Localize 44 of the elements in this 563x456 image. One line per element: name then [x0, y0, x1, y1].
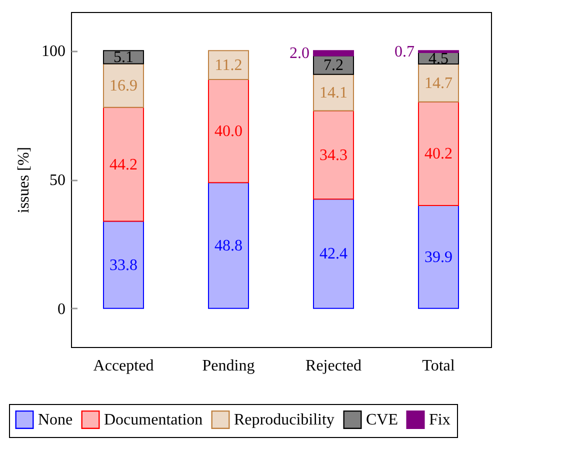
data-label: 34.3	[320, 146, 348, 164]
bar	[313, 110, 354, 200]
y-tick-label: 50	[50, 172, 66, 189]
legend-label: None	[38, 412, 73, 429]
bar	[103, 63, 144, 108]
bar	[418, 205, 459, 309]
x-tick-label: Rejected	[306, 358, 362, 374]
bar	[313, 50, 354, 56]
data-label: 40.0	[214, 123, 242, 140]
legend-label: Reproducibility	[234, 412, 334, 429]
data-label: 44.2	[110, 156, 138, 174]
data-label: 48.8	[214, 237, 242, 254]
legend-label: Documentation	[104, 412, 203, 429]
data-label: 33.8	[110, 256, 138, 274]
bar	[313, 198, 354, 309]
bar	[418, 101, 459, 206]
data-label: 42.4	[320, 246, 348, 263]
bar	[103, 106, 144, 222]
data-label: 11.2	[214, 57, 242, 74]
bar	[208, 182, 249, 309]
x-tick-label: Total	[422, 358, 456, 374]
bar	[208, 79, 249, 184]
legend-label: CVE	[366, 412, 398, 429]
data-label: 40.2	[424, 146, 452, 163]
legend-label: Fix	[429, 412, 450, 429]
x-tick-label: Pending	[202, 358, 255, 374]
data-label: 4.5	[428, 50, 448, 68]
bar	[313, 74, 354, 112]
bar	[208, 50, 249, 80]
data-label: 14.1	[320, 84, 348, 102]
y-tick-label: 100	[42, 43, 66, 60]
bar	[103, 50, 144, 64]
data-label: 39.9	[424, 248, 452, 266]
y-axis-title: issues [%]	[16, 146, 32, 214]
y-tick-label: 0	[58, 300, 66, 318]
data-label: 14.7	[424, 74, 452, 92]
data-label: 7.2	[324, 57, 344, 74]
data-label: 0.7	[394, 44, 414, 61]
bar	[418, 64, 459, 102]
data-label: 2.0	[290, 45, 310, 62]
bar	[103, 220, 144, 309]
x-tick-label: Accepted	[93, 358, 154, 374]
data-label: 5.1	[114, 49, 134, 66]
data-label: 16.9	[110, 78, 138, 95]
